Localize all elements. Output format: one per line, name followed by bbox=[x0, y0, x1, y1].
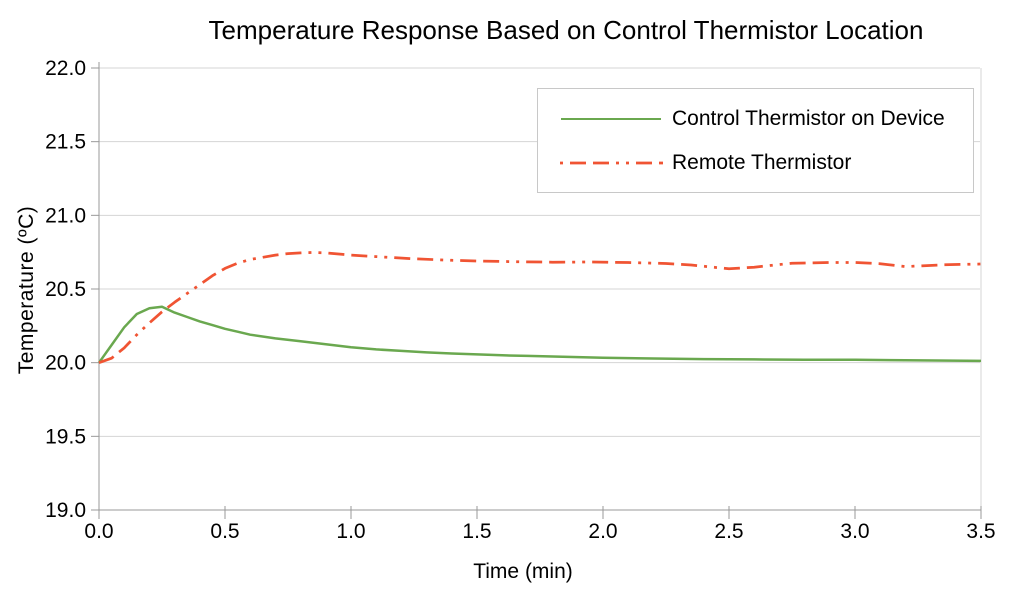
legend-item-remote-thermistor: Remote Thermistor bbox=[559, 150, 973, 174]
chart-title: Temperature Response Based on Control Th… bbox=[208, 15, 924, 45]
y-tick-label: 20.0 bbox=[45, 352, 86, 375]
y-tick-label: 21.0 bbox=[45, 204, 86, 227]
x-tick-label: 2.5 bbox=[714, 520, 743, 543]
legend-label-control-thermistor: Control Thermistor on Device bbox=[672, 106, 945, 130]
legend-item-control-thermistor: Control Thermistor on Device bbox=[559, 106, 973, 130]
data-series bbox=[97, 251, 982, 364]
legend-dash-dot-line-icon bbox=[559, 161, 663, 164]
x-tick-label: 0.0 bbox=[84, 520, 113, 543]
y-tick-label: 19.5 bbox=[45, 425, 86, 448]
gridlines bbox=[99, 67, 982, 510]
x-tick-label: 3.5 bbox=[966, 520, 995, 543]
axes bbox=[91, 62, 982, 519]
x-tick-label: 1.0 bbox=[336, 520, 365, 543]
x-tick-label: 2.0 bbox=[588, 520, 617, 543]
x-tick-label: 0.5 bbox=[210, 520, 239, 543]
series-line-remote-thermistor bbox=[98, 251, 982, 364]
y-tick-label: 19.0 bbox=[45, 499, 86, 522]
y-tick-label: 20.5 bbox=[45, 278, 86, 301]
tick-labels: 19.0 19.5 20.0 20.5 21.0 21.5 22.0 0.0 0.5 1.0 1.5… bbox=[45, 57, 995, 543]
x-tick-label: 1.5 bbox=[462, 520, 491, 543]
x-tick-label: 3.0 bbox=[840, 520, 869, 543]
legend: Control Thermistor on Device Remote Ther… bbox=[537, 88, 974, 193]
y-tick-label: 22.0 bbox=[45, 57, 86, 80]
legend-solid-line-icon bbox=[561, 117, 661, 120]
y-tick-label: 21.5 bbox=[45, 131, 86, 154]
series-line-control-thermistor bbox=[97, 305, 982, 364]
y-axis-title: Temperature (ºC) bbox=[15, 206, 38, 375]
legend-label-remote-thermistor: Remote Thermistor bbox=[672, 150, 852, 174]
x-axis-title: Time (min) bbox=[473, 560, 573, 583]
